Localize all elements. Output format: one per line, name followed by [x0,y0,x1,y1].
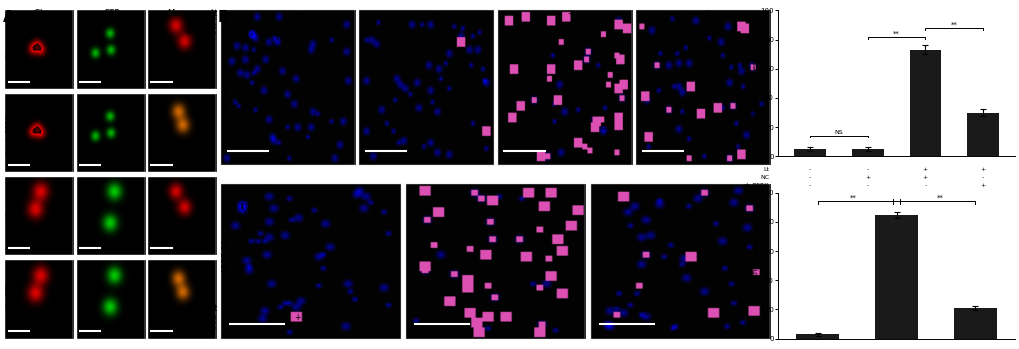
Text: -: - [808,175,810,180]
Text: -: - [866,167,868,172]
Text: -: - [297,9,299,18]
Text: -: - [297,27,299,36]
Text: +: + [567,9,574,18]
Text: -: - [866,183,868,188]
Text: -: - [808,167,810,172]
Bar [874,215,917,339]
Text: +: + [864,175,869,180]
Text: +: + [567,322,574,331]
Text: +: + [979,183,984,188]
Text: A: A [3,10,15,25]
Text: -: - [569,313,572,322]
Text: mCherry: mCherry [25,9,62,18]
Text: GFP: GFP [104,9,120,18]
Text: +: + [703,9,709,18]
Text: -: - [297,304,299,313]
Bar [953,308,997,339]
Text: Lt: Lt [210,9,217,18]
Text: Lt+sh-PERK: Lt+sh-PERK [5,114,11,155]
Text: -: - [297,18,299,27]
Text: sh-PERK: sh-PERK [744,183,768,188]
Text: -: - [432,27,435,36]
Text: NC: NC [206,18,217,27]
Text: +: + [567,304,574,313]
Bar [795,334,839,339]
Text: +: + [979,167,984,172]
Text: -: - [432,322,435,331]
Text: -: - [808,183,810,188]
Text: +: + [922,175,927,180]
Text: Merge: Merge [167,9,194,18]
Text: **: ** [893,30,899,36]
Text: -: - [705,18,707,27]
Text: Lt+GSK: Lt+GSK [5,282,11,308]
Text: +: + [922,167,927,172]
Text: ARPE-19: ARPE-19 [222,237,231,273]
Text: Lt: Lt [763,167,768,172]
Bar [793,149,825,156]
Text: -: - [923,183,925,188]
Text: Lt: Lt [5,211,11,218]
Text: Lt: Lt [210,304,217,313]
Text: **: ** [950,22,957,28]
Text: -: - [569,27,572,36]
Text: B: B [217,10,228,25]
Text: -: - [981,175,983,180]
Text: sh-PERK: sh-PERK [185,27,217,36]
Bar [909,50,941,156]
Text: +: + [567,18,574,27]
Text: -: - [297,322,299,331]
Text: +: + [431,313,437,322]
Text: Lt: Lt [5,51,11,57]
Text: +: + [703,27,709,36]
Text: 661W: 661W [222,86,231,110]
Text: +: + [431,304,437,313]
Bar [851,149,882,156]
Text: GSK: GSK [202,322,217,331]
Text: +: + [431,18,437,27]
Text: NC: NC [759,175,768,180]
Text: Vehicle: Vehicle [190,313,217,322]
Text: -: - [432,9,435,18]
Y-axis label: Cell death percent(%): Cell death percent(%) [752,45,758,121]
Text: +: + [294,313,301,322]
Text: **: ** [849,195,856,201]
Text: NS: NS [834,131,843,135]
Text: **: ** [935,195,943,201]
Bar [966,112,998,156]
Y-axis label: Cell death percent(%): Cell death percent(%) [752,228,758,304]
